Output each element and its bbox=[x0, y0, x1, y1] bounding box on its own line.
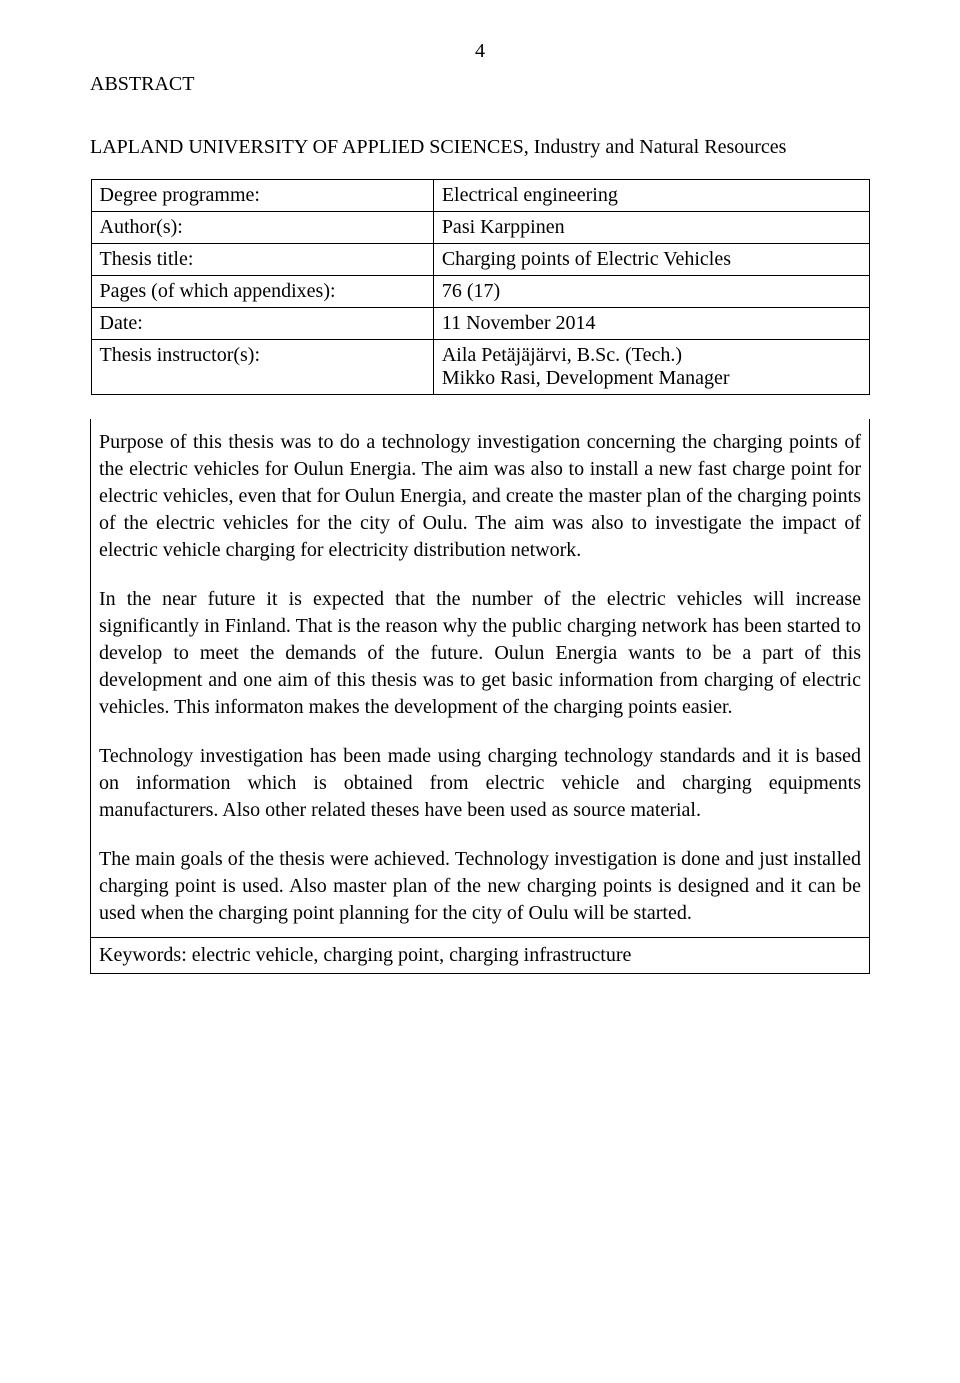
instructor-line-2: Mikko Rasi, Development Manager bbox=[442, 367, 730, 389]
meta-row-title: Thesis title: Charging points of Electri… bbox=[91, 244, 869, 276]
page: 4 ABSTRACT LAPLAND UNIVERSITY OF APPLIED… bbox=[0, 0, 960, 1014]
abstract-paragraph: Technology investigation has been made u… bbox=[99, 743, 861, 824]
meta-table: Degree programme: Electrical engineering… bbox=[91, 179, 870, 395]
page-number: 4 bbox=[90, 40, 870, 63]
meta-row-instructor: Thesis instructor(s): Aila Petäjäjärvi, … bbox=[91, 340, 869, 395]
university-line: LAPLAND UNIVERSITY OF APPLIED SCIENCES, … bbox=[90, 136, 870, 159]
keywords: Keywords: electric vehicle, charging poi… bbox=[91, 938, 870, 974]
abstract-paragraph: The main goals of the thesis were achiev… bbox=[99, 846, 861, 927]
abstract-table: Degree programme: Electrical engineering… bbox=[90, 179, 870, 974]
meta-value: Aila Petäjäjärvi, B.Sc. (Tech.) Mikko Ra… bbox=[433, 340, 869, 395]
meta-label: Date: bbox=[91, 308, 433, 340]
section-title: ABSTRACT bbox=[90, 73, 870, 96]
meta-label: Thesis instructor(s): bbox=[91, 340, 433, 395]
meta-value: 11 November 2014 bbox=[433, 308, 869, 340]
instructor-line-1: Aila Petäjäjärvi, B.Sc. (Tech.) bbox=[442, 344, 682, 366]
meta-label: Degree programme: bbox=[91, 180, 433, 212]
meta-value: Pasi Karppinen bbox=[433, 212, 869, 244]
meta-label: Pages (of which appendixes): bbox=[91, 276, 433, 308]
abstract-paragraph: In the near future it is expected that t… bbox=[99, 586, 861, 721]
meta-row-author: Author(s): Pasi Karppinen bbox=[91, 212, 869, 244]
abstract-paragraph: Purpose of this thesis was to do a techn… bbox=[99, 429, 861, 564]
meta-value: 76 (17) bbox=[433, 276, 869, 308]
meta-value: Charging points of Electric Vehicles bbox=[433, 244, 869, 276]
meta-row-date: Date: 11 November 2014 bbox=[91, 308, 869, 340]
meta-row-degree: Degree programme: Electrical engineering bbox=[91, 180, 869, 212]
meta-label: Author(s): bbox=[91, 212, 433, 244]
meta-value: Electrical engineering bbox=[433, 180, 869, 212]
meta-row-pages: Pages (of which appendixes): 76 (17) bbox=[91, 276, 869, 308]
meta-label: Thesis title: bbox=[91, 244, 433, 276]
abstract-body: Purpose of this thesis was to do a techn… bbox=[91, 419, 870, 938]
